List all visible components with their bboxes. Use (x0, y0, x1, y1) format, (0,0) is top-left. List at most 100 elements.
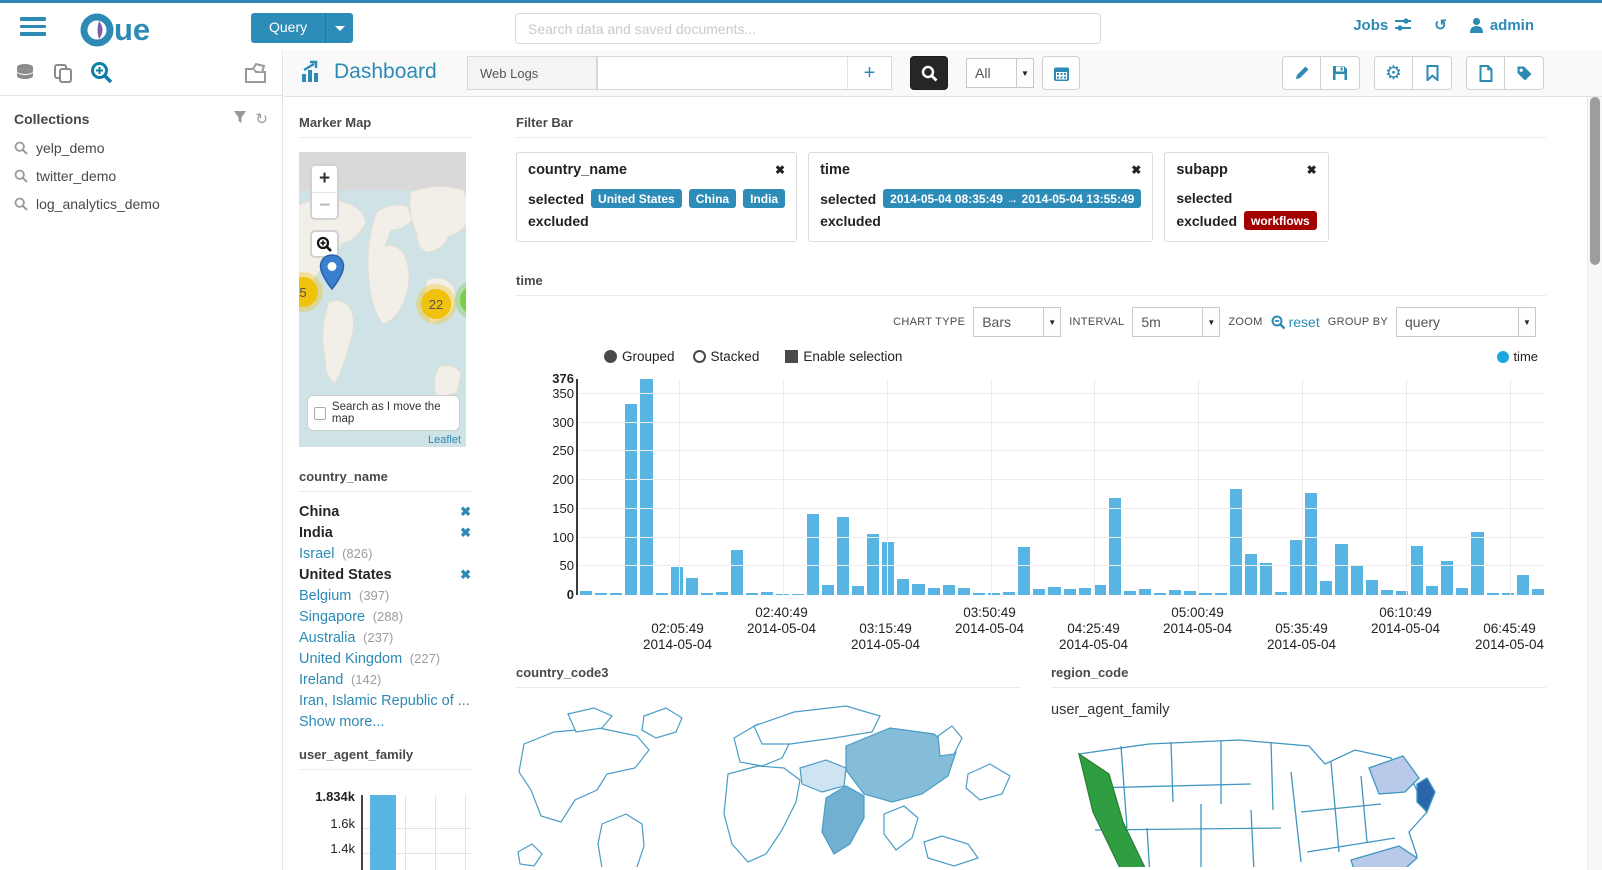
collection-item[interactable]: yelp_demo (0, 134, 282, 162)
time-chart-bar[interactable] (1108, 497, 1121, 595)
filter-icon[interactable] (233, 110, 247, 124)
time-chart-bar[interactable] (1139, 588, 1152, 595)
marker-map[interactable]: + − 5 22 2 Search as I move the map (299, 152, 466, 447)
filter-value-pill[interactable]: India (743, 189, 786, 208)
time-chart-bar[interactable] (1199, 592, 1212, 595)
time-chart-bar[interactable] (1501, 593, 1514, 595)
time-chart-bar[interactable] (1441, 560, 1454, 595)
facet-item-label[interactable]: Israel (826) (299, 545, 373, 562)
time-chart-bar[interactable] (1003, 591, 1016, 595)
time-chart-bar[interactable] (1395, 590, 1409, 595)
execute-search-button[interactable] (910, 56, 948, 90)
facet-item[interactable]: Ireland (142) (299, 669, 471, 690)
scrollbar-thumb[interactable] (1590, 97, 1600, 265)
time-chart-bar[interactable] (655, 593, 668, 595)
time-chart-bar[interactable] (897, 578, 910, 595)
time-chart-bar[interactable] (1078, 588, 1091, 595)
collection-item[interactable]: twitter_demo (0, 162, 282, 190)
time-chart-bar[interactable] (1290, 540, 1303, 595)
settings-button[interactable]: ⚙ (1374, 56, 1413, 90)
interval-select[interactable]: 5m ▼ (1132, 307, 1221, 337)
facet-item[interactable]: Show more... (299, 711, 471, 732)
time-chart-bar[interactable] (625, 403, 638, 595)
remove-facet-icon[interactable]: ✖ (460, 503, 471, 519)
checkbox-icon[interactable] (314, 406, 326, 420)
time-chart-bar[interactable] (1169, 589, 1182, 595)
tab-web-logs[interactable]: Web Logs (467, 56, 597, 90)
user-menu[interactable]: admin (1469, 17, 1534, 34)
leaflet-attribution-link[interactable]: Leaflet (427, 434, 461, 446)
mini-chart-bar[interactable] (370, 795, 396, 870)
time-chart-bar[interactable] (851, 585, 865, 595)
time-chart-bar[interactable] (1154, 592, 1167, 595)
time-chart-bar[interactable] (1123, 590, 1137, 595)
scope-select[interactable]: All ▼ (966, 58, 1034, 88)
time-chart-bar[interactable] (1093, 584, 1106, 595)
facet-item-label[interactable]: Iran, Islamic Republic of ... (299, 692, 470, 709)
map-cluster[interactable]: 22 (416, 284, 456, 324)
facet-item[interactable]: Iran, Islamic Republic of ... (299, 690, 471, 711)
close-icon[interactable]: ✖ (1306, 163, 1317, 177)
world-map[interactable] (516, 702, 1021, 867)
enable-selection-checkbox[interactable]: Enable selection (785, 349, 902, 364)
time-chart-bar[interactable] (640, 379, 653, 595)
time-chart-bar[interactable] (1033, 589, 1046, 595)
time-chart-bar[interactable] (1063, 588, 1076, 595)
time-chart-bar[interactable] (1048, 586, 1061, 595)
time-chart-bar[interactable] (595, 592, 608, 595)
map-zoom-out-button[interactable]: − (312, 192, 337, 218)
time-chart-bar[interactable] (1365, 579, 1378, 595)
grouped-radio[interactable]: Grouped (604, 349, 675, 364)
facet-item-label[interactable]: Australia (237) (299, 629, 394, 646)
time-chart-bar[interactable] (1411, 545, 1424, 595)
query-button-label[interactable]: Query (269, 19, 308, 35)
facet-item-label[interactable]: United Kingdom (227) (299, 650, 441, 667)
time-chart-bar[interactable] (957, 587, 970, 595)
time-chart-bar[interactable] (821, 584, 834, 595)
stacked-radio[interactable]: Stacked (692, 349, 759, 364)
query-dropdown-caret[interactable] (325, 13, 353, 43)
map-cluster[interactable]: 2 (455, 280, 466, 320)
facet-item-label[interactable]: Ireland (142) (299, 671, 382, 688)
time-chart-bar[interactable] (987, 593, 1001, 595)
edit-dashboard-button[interactable] (1282, 56, 1321, 90)
facet-item-label[interactable]: Belgium (397) (299, 587, 390, 604)
group-by-select[interactable]: query ▼ (1396, 307, 1536, 337)
time-chart-bar[interactable] (1305, 492, 1318, 595)
time-chart-bar[interactable] (610, 592, 623, 595)
filter-value-pill[interactable]: 2014-05-04 08:35:49 → 2014-05-04 13:55:4… (883, 189, 1142, 208)
time-chart-bar[interactable] (882, 541, 895, 595)
time-chart-bar[interactable] (1259, 563, 1273, 595)
facet-item[interactable]: Singapore (288) (299, 606, 471, 627)
filter-value-pill[interactable]: China (688, 189, 737, 208)
time-chart-bar[interactable] (776, 593, 789, 595)
tags-button[interactable] (1505, 56, 1544, 90)
time-chart-bar[interactable] (1531, 589, 1544, 595)
remove-facet-icon[interactable]: ✖ (460, 524, 471, 540)
time-chart-bar[interactable] (1516, 575, 1529, 595)
time-chart-bar[interactable] (912, 583, 925, 595)
facet-item[interactable]: China ✖ (299, 501, 471, 522)
time-chart-bar[interactable] (1456, 588, 1469, 595)
facet-item-label[interactable]: United States (299, 566, 392, 583)
time-chart-bar[interactable] (1486, 592, 1499, 595)
zoom-reset-link[interactable]: reset (1271, 314, 1320, 330)
jobs-link[interactable]: Jobs (1353, 17, 1412, 34)
facet-item-label[interactable]: Singapore (288) (299, 608, 404, 625)
time-chart-bar[interactable] (972, 593, 985, 595)
map-marker-pin[interactable] (319, 254, 345, 290)
time-chart-bar[interactable] (700, 593, 713, 595)
facet-item[interactable]: United Kingdom (227) (299, 648, 471, 669)
save-dashboard-button[interactable] (1321, 56, 1360, 90)
time-chart-bar[interactable] (746, 593, 759, 595)
time-range-button[interactable] (1042, 56, 1080, 90)
map-zoom-in-button[interactable]: + (318, 168, 331, 189)
facet-item-label[interactable]: China (299, 503, 340, 520)
add-query-button[interactable]: + (847, 57, 891, 89)
facet-item[interactable]: Australia (237) (299, 627, 471, 648)
bookmark-button[interactable] (1413, 56, 1452, 90)
hue-logo[interactable]: ue (78, 9, 178, 49)
map-search-toggle[interactable]: Search as I move the map (307, 395, 460, 431)
time-chart-bar[interactable] (580, 590, 593, 595)
time-chart-bar[interactable] (1380, 590, 1393, 595)
